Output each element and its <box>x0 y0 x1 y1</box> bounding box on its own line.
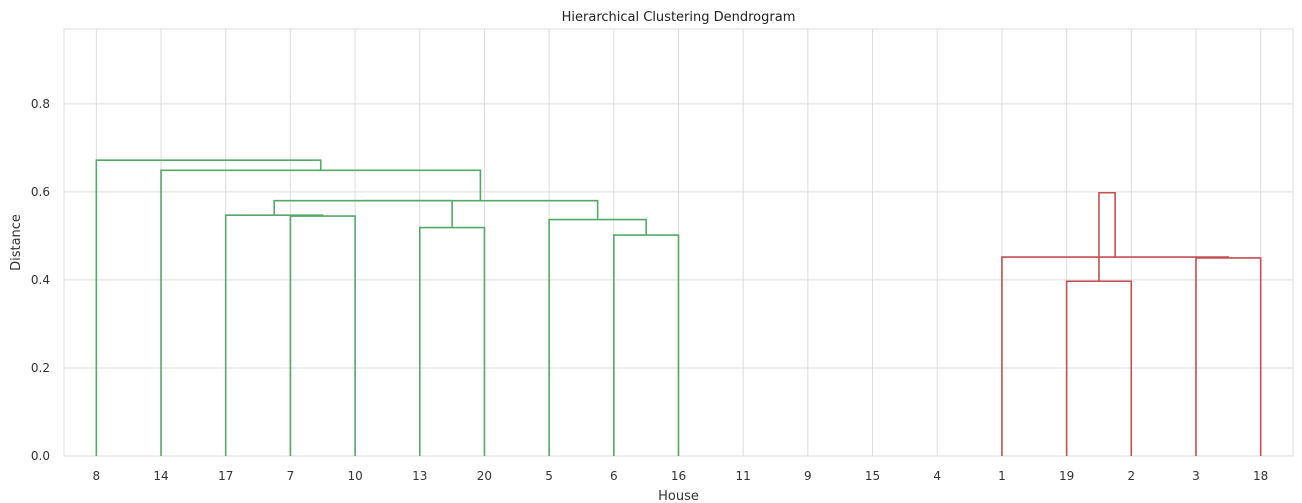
y-tick-labels: 0.0 0.2 0.4 0.6 0.8 <box>31 97 50 463</box>
x-axis-label: House <box>658 489 699 503</box>
dendrogram-link <box>273 199 453 228</box>
x-tick-label: 11 <box>736 469 751 483</box>
y-tick-label: 0.2 <box>31 361 50 375</box>
x-tick-labels: 8 14 17 7 10 13 20 5 6 16 11 9 15 4 1 19 2 3 18 <box>93 469 1269 483</box>
x-tick-label: 8 <box>93 469 101 483</box>
dendrogram-link <box>1065 280 1133 456</box>
dendrogram-link <box>548 218 647 456</box>
x-tick-label: 5 <box>545 469 553 483</box>
x-tick-label: 14 <box>153 469 168 483</box>
dendrogram-link <box>1001 256 1230 456</box>
x-tick-label: 15 <box>865 469 880 483</box>
x-tick-label: 17 <box>218 469 233 483</box>
dendrogram-link <box>289 215 356 456</box>
dendrogram-link <box>160 169 482 456</box>
x-tick-label: 20 <box>477 469 492 483</box>
chart-title: Hierarchical Clustering Dendrogram <box>562 10 796 25</box>
x-tick-label: 1 <box>998 469 1006 483</box>
dendrogram-link <box>224 214 324 456</box>
x-tick-label: 19 <box>1059 469 1074 483</box>
x-tick-label: 13 <box>412 469 427 483</box>
y-tick-label: 0.4 <box>31 273 50 287</box>
y-tick-label: 0.0 <box>31 449 50 463</box>
x-tick-label: 18 <box>1253 469 1268 483</box>
y-tick-label: 0.8 <box>31 97 50 111</box>
dendrogram-link <box>418 226 486 456</box>
x-tick-label: 4 <box>933 469 941 483</box>
dendrogram-link <box>613 234 680 456</box>
x-tick-label: 9 <box>804 469 812 483</box>
dendrogram-links <box>95 159 1262 456</box>
dendrogram-link <box>363 199 599 220</box>
dendrogram-link <box>1195 257 1262 456</box>
x-tick-label: 2 <box>1127 469 1135 483</box>
y-axis-label: Distance <box>9 214 24 271</box>
x-tick-label: 7 <box>287 469 295 483</box>
y-tick-label: 0.6 <box>31 185 50 199</box>
dendrogram-link <box>95 159 322 456</box>
dendrogram-link <box>1098 191 1116 282</box>
x-tick-label: 3 <box>1192 469 1200 483</box>
x-tick-label: 16 <box>671 469 686 483</box>
x-tick-label: 6 <box>610 469 618 483</box>
x-tick-label: 10 <box>347 469 362 483</box>
